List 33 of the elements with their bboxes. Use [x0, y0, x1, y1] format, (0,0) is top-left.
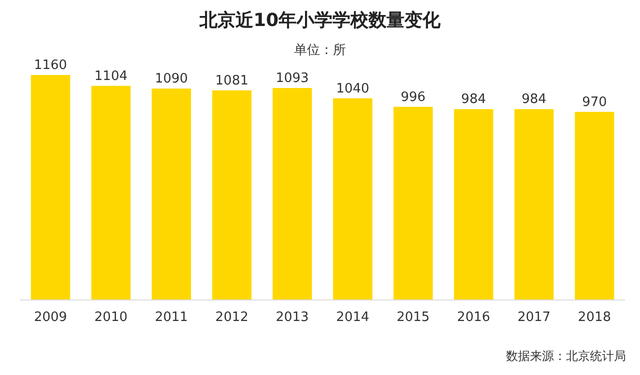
bar — [212, 90, 252, 300]
bar — [394, 106, 433, 300]
bar — [272, 88, 312, 300]
data-label: 970 — [582, 94, 607, 110]
data-label: 984 — [522, 92, 546, 108]
bar — [30, 75, 70, 300]
data-label: 996 — [400, 90, 426, 105]
data-label: 1160 — [34, 58, 68, 73]
data-label: 1090 — [154, 72, 188, 87]
bar — [574, 112, 614, 300]
bar — [91, 86, 131, 300]
x-tick-label: 2018 — [578, 310, 612, 326]
data-label: 1081 — [215, 73, 248, 88]
data-label: 984 — [461, 92, 486, 108]
chart-title: 北京近10年小学学校数量变化 — [198, 10, 442, 31]
x-tick-label: 2016 — [457, 310, 490, 326]
data-label: 1104 — [94, 68, 128, 84]
chart-subtitle: 单位：所 — [294, 43, 346, 58]
x-tick-label: 2011 — [154, 310, 188, 326]
x-tick-label: 2014 — [336, 310, 370, 326]
bar — [454, 109, 494, 300]
data-label: 1093 — [276, 70, 309, 86]
data-label: 1040 — [336, 81, 370, 96]
x-tick-label: 2017 — [517, 310, 551, 326]
x-tick-label: 2015 — [396, 310, 430, 326]
x-tick-label: 2012 — [215, 310, 248, 326]
source-note: 数据来源：北京统计局 — [506, 349, 626, 363]
bar — [514, 109, 554, 300]
bar — [152, 88, 192, 300]
x-tick-label: 2009 — [34, 310, 68, 326]
x-tick-label: 2013 — [276, 310, 309, 326]
bar — [333, 98, 372, 300]
x-tick-label: 2010 — [94, 310, 128, 326]
